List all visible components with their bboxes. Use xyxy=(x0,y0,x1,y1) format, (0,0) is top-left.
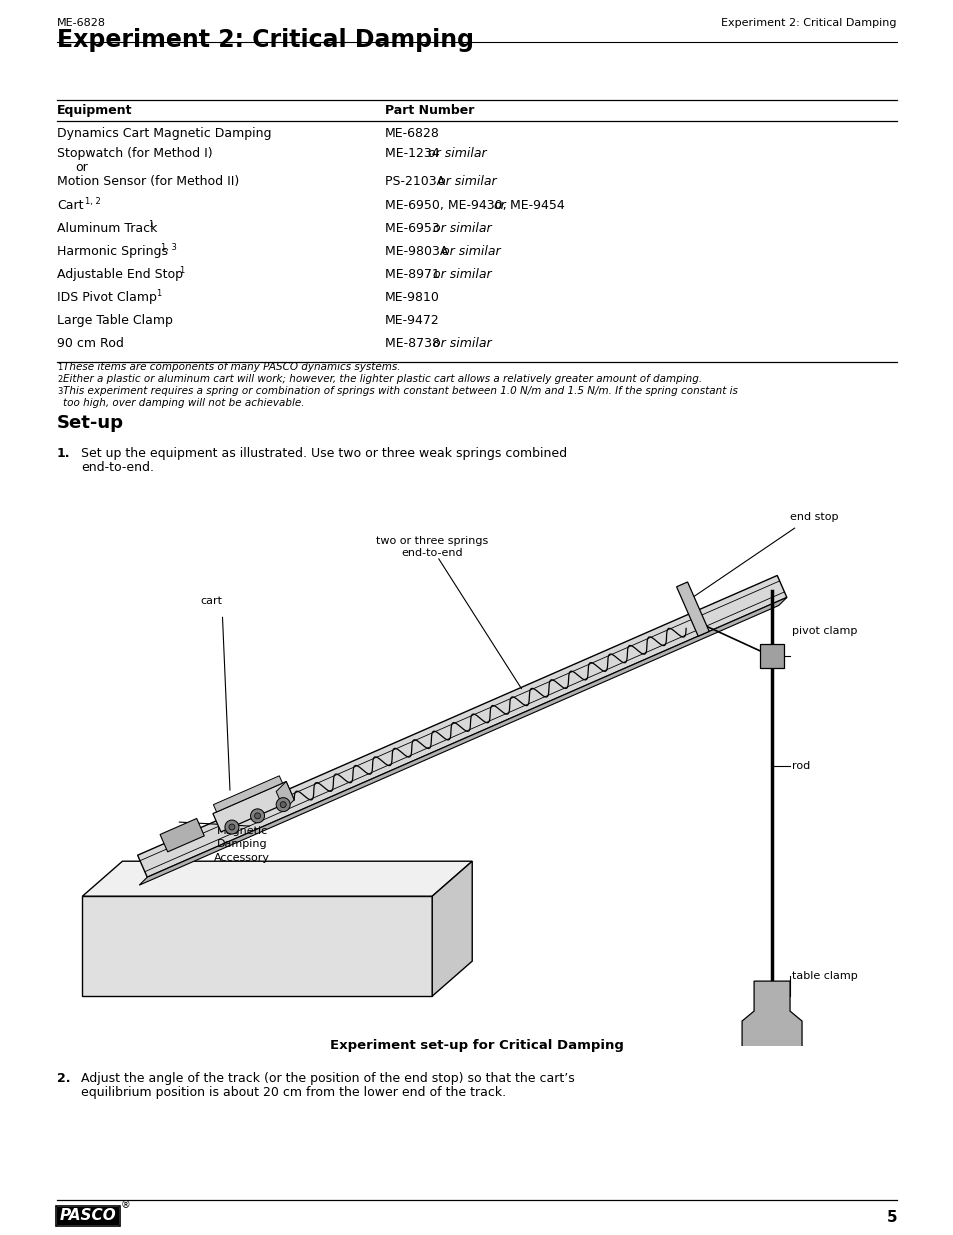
Polygon shape xyxy=(139,598,786,885)
Polygon shape xyxy=(82,897,432,997)
Polygon shape xyxy=(432,861,472,997)
Text: Experiment 2: Critical Damping: Experiment 2: Critical Damping xyxy=(57,28,474,52)
Text: or: or xyxy=(493,199,505,212)
Text: Either a plastic or aluminum cart will work; however, the lighter plastic cart a: Either a plastic or aluminum cart will w… xyxy=(63,374,701,384)
Circle shape xyxy=(280,802,286,808)
Text: Large Table Clamp: Large Table Clamp xyxy=(57,314,172,327)
Text: 2.: 2. xyxy=(57,1072,71,1086)
Polygon shape xyxy=(676,582,708,636)
Text: or similar: or similar xyxy=(441,245,500,258)
Polygon shape xyxy=(213,776,282,811)
Text: This experiment requires a spring or combination of springs with constant betwee: This experiment requires a spring or com… xyxy=(63,387,737,396)
Polygon shape xyxy=(213,782,294,832)
Text: 2: 2 xyxy=(57,375,62,384)
Text: 1: 1 xyxy=(179,266,184,275)
Circle shape xyxy=(251,809,264,823)
Polygon shape xyxy=(735,1051,759,1076)
Text: Motion Sensor (for Method II): Motion Sensor (for Method II) xyxy=(57,175,239,188)
Text: Aluminum Track: Aluminum Track xyxy=(57,222,157,235)
Circle shape xyxy=(254,813,260,819)
Text: ME-9810: ME-9810 xyxy=(385,291,439,304)
Text: Set up the equipment as illustrated. Use two or three weak springs combined: Set up the equipment as illustrated. Use… xyxy=(81,447,566,459)
Text: ME-8971: ME-8971 xyxy=(385,268,443,282)
Text: rod: rod xyxy=(791,761,809,772)
Text: 90 cm Rod: 90 cm Rod xyxy=(57,337,124,350)
Text: Experiment set-up for Critical Damping: Experiment set-up for Critical Damping xyxy=(330,1039,623,1052)
Text: or similar: or similar xyxy=(437,175,497,188)
Text: ME-6828: ME-6828 xyxy=(385,127,439,140)
Text: IDS Pivot Clamp: IDS Pivot Clamp xyxy=(57,291,156,304)
Text: 1, 2: 1, 2 xyxy=(85,198,101,206)
Polygon shape xyxy=(741,981,801,1051)
Text: ME-6953: ME-6953 xyxy=(385,222,443,235)
Text: Adjustable End Stop: Adjustable End Stop xyxy=(57,268,183,282)
Circle shape xyxy=(276,798,290,811)
Text: ME-8738: ME-8738 xyxy=(385,337,443,350)
Text: 5: 5 xyxy=(885,1210,896,1225)
Text: ME-9803A: ME-9803A xyxy=(385,245,452,258)
Text: or similar: or similar xyxy=(433,337,491,350)
Text: or: or xyxy=(75,161,88,174)
Text: 3: 3 xyxy=(57,387,62,396)
Polygon shape xyxy=(275,782,294,810)
Text: ME-6828: ME-6828 xyxy=(57,19,106,28)
Text: Experiment 2: Critical Damping: Experiment 2: Critical Damping xyxy=(720,19,896,28)
Text: ®: ® xyxy=(121,1200,131,1210)
Text: pivot clamp: pivot clamp xyxy=(791,626,857,636)
Bar xyxy=(760,645,783,668)
Text: Equipment: Equipment xyxy=(57,104,132,117)
Circle shape xyxy=(225,820,238,834)
Text: ME-9472: ME-9472 xyxy=(385,314,439,327)
Text: Dynamics Cart Magnetic Damping: Dynamics Cart Magnetic Damping xyxy=(57,127,272,140)
Text: end-to-end.: end-to-end. xyxy=(81,461,153,474)
Text: PS-2103A: PS-2103A xyxy=(385,175,449,188)
FancyBboxPatch shape xyxy=(57,1207,119,1225)
Text: ME-1234: ME-1234 xyxy=(385,147,443,161)
Text: Harmonic Springs: Harmonic Springs xyxy=(57,245,168,258)
Text: 1, 3: 1, 3 xyxy=(161,243,176,252)
Polygon shape xyxy=(82,861,472,897)
Text: 1: 1 xyxy=(57,363,62,372)
Text: Set-up: Set-up xyxy=(57,414,124,432)
Text: or similar: or similar xyxy=(433,268,491,282)
Text: cart: cart xyxy=(200,597,222,606)
Text: table clamp: table clamp xyxy=(791,971,857,981)
Text: equilibrium position is about 20 cm from the lower end of the track.: equilibrium position is about 20 cm from… xyxy=(81,1086,506,1099)
Text: ME-9454: ME-9454 xyxy=(505,199,564,212)
Text: 1: 1 xyxy=(156,289,161,298)
Polygon shape xyxy=(784,1051,808,1076)
Polygon shape xyxy=(160,819,204,852)
Circle shape xyxy=(229,824,234,830)
Text: 1: 1 xyxy=(148,220,153,228)
Text: Magnetic
Damping
Accessory: Magnetic Damping Accessory xyxy=(214,826,270,862)
Text: Adjust the angle of the track (or the position of the end stop) so that the cart: Adjust the angle of the track (or the po… xyxy=(81,1072,574,1086)
Text: Cart: Cart xyxy=(57,199,84,212)
Polygon shape xyxy=(137,576,786,877)
Text: end stop: end stop xyxy=(789,511,838,521)
Text: Stopwatch (for Method I): Stopwatch (for Method I) xyxy=(57,147,213,161)
Text: or similar: or similar xyxy=(433,222,491,235)
Text: two or three springs
end-to-end: two or three springs end-to-end xyxy=(375,536,488,558)
Text: 1.: 1. xyxy=(57,447,71,459)
Text: PASCO: PASCO xyxy=(59,1209,116,1224)
Text: These items are components of many PASCO dynamics systems.: These items are components of many PASCO… xyxy=(63,362,400,372)
Text: Part Number: Part Number xyxy=(385,104,474,117)
Text: or similar: or similar xyxy=(428,147,486,161)
Text: ME-6950, ME-9430,: ME-6950, ME-9430, xyxy=(385,199,510,212)
Text: too high, over damping will not be achievable.: too high, over damping will not be achie… xyxy=(63,398,304,408)
